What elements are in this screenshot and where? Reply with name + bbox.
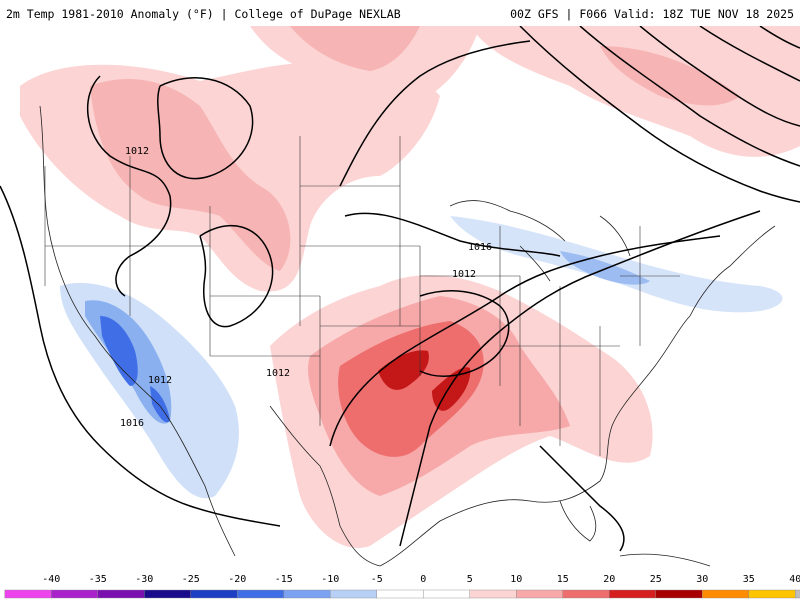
colorbar-tick-label: -20 bbox=[228, 574, 247, 585]
colorbar-swatch bbox=[190, 589, 238, 599]
colorbar-tick-label: 15 bbox=[556, 574, 569, 585]
colorbar-tick-label: 20 bbox=[603, 574, 616, 585]
isobars bbox=[0, 26, 800, 552]
cold-anomaly-southwest bbox=[60, 282, 239, 499]
isobar-label: 1016 bbox=[120, 418, 144, 429]
isobar-label: 1016 bbox=[468, 242, 492, 253]
isobar-label-group: 1012 1016 1012 1012 1016 1012 bbox=[120, 146, 492, 429]
warm-anomaly-northwest bbox=[20, 62, 440, 292]
colorbar-swatch bbox=[97, 589, 145, 599]
colorbar-swatch bbox=[609, 589, 656, 599]
colorbar-tick-label: 10 bbox=[510, 574, 523, 585]
colorbar-swatch bbox=[702, 589, 749, 599]
colorbar-swatch bbox=[237, 589, 284, 599]
coastlines bbox=[39, 105, 776, 567]
colorbar-swatch bbox=[516, 589, 563, 599]
colorbar-swatch bbox=[144, 589, 191, 599]
colorbar-tick-label: -35 bbox=[88, 574, 107, 585]
model-run-info: 00Z GFS | F066 Valid: 18Z TUE NOV 18 202… bbox=[510, 7, 794, 21]
colorbar-tick-label: 5 bbox=[466, 574, 473, 585]
colorbar-tick-label: 25 bbox=[649, 574, 662, 585]
warm-anomaly-northeast bbox=[470, 26, 800, 157]
colorbar-swatch bbox=[51, 589, 98, 599]
colorbar-swatch bbox=[748, 589, 796, 599]
isobar-label: 1012 bbox=[125, 146, 149, 157]
colorbar-tick-label: -5 bbox=[370, 574, 383, 585]
isobar-label: 1012 bbox=[452, 269, 476, 280]
colorbar-swatch bbox=[4, 589, 52, 599]
colorbar: -40 -35 -30 -25 -20 -15 -10 -5 0 5 10 15 20 25 30 35 40 bbox=[0, 572, 800, 600]
colorbar-swatch bbox=[562, 589, 610, 599]
anomaly-map: 1012 1016 1012 1012 1016 1012 bbox=[0, 26, 800, 572]
colorbar-swatch bbox=[795, 589, 800, 599]
colorbar-swatch bbox=[330, 589, 377, 599]
colorbar-swatch bbox=[283, 589, 331, 599]
colorbar-scale bbox=[4, 589, 800, 599]
colorbar-swatch bbox=[423, 589, 470, 599]
colorbar-tick-label: -15 bbox=[274, 574, 293, 585]
header: 2m Temp 1981-2010 Anomaly (°F) | College… bbox=[0, 0, 800, 26]
warm-anomaly-northeast-core bbox=[600, 46, 740, 106]
colorbar-tick-label: 40 bbox=[789, 574, 800, 585]
colorbar-tick-label: 0 bbox=[420, 574, 427, 585]
colorbar-tick-label: 30 bbox=[696, 574, 709, 585]
colorbar-swatch bbox=[655, 589, 703, 599]
colorbar-tick-label: 35 bbox=[742, 574, 755, 585]
isobar-label: 1012 bbox=[148, 375, 172, 386]
state-borders bbox=[44, 136, 680, 456]
colorbar-tick-label: -30 bbox=[135, 574, 154, 585]
colorbar-tick-label: -10 bbox=[321, 574, 340, 585]
map-title: 2m Temp 1981-2010 Anomaly (°F) | College… bbox=[6, 7, 401, 21]
warm-anomaly-north-core bbox=[290, 26, 420, 71]
colorbar-swatch bbox=[376, 589, 424, 599]
colorbar-tick-label: -40 bbox=[42, 574, 61, 585]
colorbar-tick-label: -25 bbox=[181, 574, 200, 585]
colorbar-tick-labels: -40 -35 -30 -25 -20 -15 -10 -5 0 5 10 15 20 25 30 35 40 bbox=[0, 574, 800, 588]
isobar-label: 1012 bbox=[266, 368, 290, 379]
colorbar-swatch bbox=[469, 589, 517, 599]
